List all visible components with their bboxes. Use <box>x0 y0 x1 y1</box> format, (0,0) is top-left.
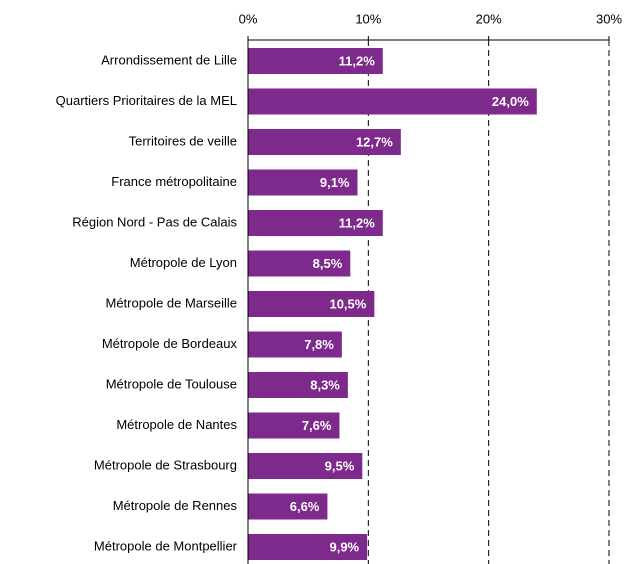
category-label: Métropole de Bordeaux <box>102 336 238 351</box>
category-label: Métropole de Marseille <box>105 295 237 310</box>
category-label: Région Nord - Pas de Calais <box>72 214 237 229</box>
bar <box>248 48 383 74</box>
bar <box>248 534 368 560</box>
value-label: 12,7% <box>356 134 393 149</box>
bar <box>248 250 351 277</box>
bar <box>248 331 342 358</box>
value-label: 9,1% <box>320 175 350 190</box>
bar <box>248 453 363 479</box>
x-tick-label: 0% <box>239 11 258 26</box>
category-label: Métropole de Nantes <box>116 417 237 432</box>
bar <box>248 169 358 196</box>
category-label: Métropole de Lyon <box>130 255 237 270</box>
category-label: Métropole de Montpellier <box>94 538 238 553</box>
category-label: France métropolitaine <box>111 174 237 189</box>
bar <box>248 210 383 236</box>
value-label: 6,6% <box>290 499 320 514</box>
bar <box>248 493 328 520</box>
bar <box>248 88 537 115</box>
bar <box>248 412 340 439</box>
x-tick-label: 10% <box>355 11 381 26</box>
category-label: Métropole de Rennes <box>113 498 238 513</box>
x-tick-label: 20% <box>476 11 502 26</box>
value-label: 8,3% <box>310 377 340 392</box>
category-label: Arrondissement de Lille <box>101 52 237 67</box>
value-label: 9,5% <box>325 458 355 473</box>
value-label: 7,8% <box>304 337 334 352</box>
value-label: 7,6% <box>302 418 332 433</box>
value-label: 9,9% <box>329 539 359 554</box>
value-label: 11,2% <box>339 53 376 68</box>
value-label: 10,5% <box>329 296 366 311</box>
bar <box>248 291 375 317</box>
bar <box>248 129 401 155</box>
value-label: 24,0% <box>492 94 529 109</box>
category-label: Métropole de Toulouse <box>106 376 237 391</box>
value-label: 11,2% <box>339 215 376 230</box>
bar <box>248 372 348 398</box>
x-tick-label: 30% <box>596 11 622 26</box>
value-label: 8,5% <box>313 256 343 271</box>
category-label: Métropole de Strasbourg <box>94 457 237 472</box>
category-label: Quartiers Prioritaires de la MEL <box>56 93 237 108</box>
category-label: Territoires de veille <box>129 133 237 148</box>
